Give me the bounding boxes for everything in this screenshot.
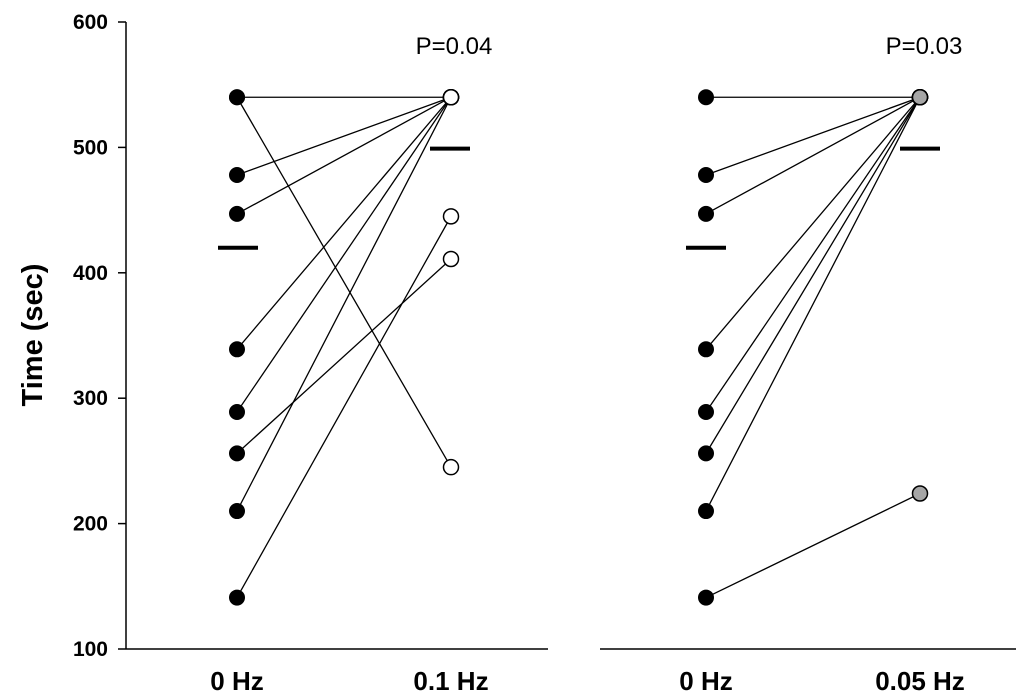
panel-2: 0 Hz 0.05 Hz P=0.03: [600, 33, 1016, 696]
connecting-line: [705, 96, 921, 413]
y-tick-label: 300: [73, 387, 108, 410]
point-before: [229, 205, 245, 222]
point-before: [229, 89, 245, 106]
p-value-annotation: P=0.03: [886, 33, 963, 60]
y-tick-label: 500: [73, 136, 108, 159]
point-before: [698, 205, 714, 222]
p-value-annotation: P=0.04: [416, 33, 493, 60]
x-category-label: 0.05 Hz: [875, 666, 965, 696]
y-tick-label: 400: [73, 262, 108, 285]
point-before: [229, 403, 245, 420]
connecting-line: [236, 96, 452, 512]
point-before: [229, 589, 245, 606]
x-category-label: 0 Hz: [210, 666, 263, 696]
point-before: [229, 166, 245, 183]
connecting-line: [705, 96, 921, 512]
point-after: [442, 208, 460, 225]
point-after: [442, 250, 460, 268]
point-before: [698, 403, 714, 420]
y-axis-title: Time (sec): [17, 264, 49, 407]
connecting-line: [705, 96, 921, 215]
point-before: [698, 503, 714, 520]
y-tick-label: 200: [73, 513, 108, 536]
connecting-line: [236, 96, 452, 468]
y-tick-label: 100: [73, 638, 108, 661]
point-before: [698, 445, 714, 462]
point-before: [698, 166, 714, 183]
connecting-line: [236, 96, 452, 176]
y-tick-label: 600: [73, 11, 108, 34]
point-before: [229, 341, 245, 358]
point-after: [442, 88, 460, 106]
connecting-line: [236, 216, 452, 598]
connecting-line: [236, 96, 452, 413]
connecting-line: [705, 492, 921, 599]
y-axis: Time (sec) 100 200 300 400 500 600: [17, 11, 127, 661]
point-before: [698, 341, 714, 358]
connecting-line: [236, 96, 452, 350]
x-category-label: 0 Hz: [679, 666, 732, 696]
point-after: [911, 485, 929, 502]
point-after: [911, 88, 929, 106]
panel-1: 0 Hz 0.1 Hz P=0.04: [126, 33, 548, 696]
panels: 0 Hz 0.1 Hz P=0.04 0 Hz 0.05 Hz P=0.03: [126, 33, 1016, 696]
point-before: [698, 589, 714, 606]
x-category-label: 0.1 Hz: [413, 666, 488, 696]
connecting-line: [236, 258, 452, 454]
point-before: [698, 89, 714, 106]
point-after: [442, 458, 460, 476]
point-before: [229, 445, 245, 462]
connecting-line: [705, 96, 921, 350]
point-before: [229, 503, 245, 520]
connecting-line: [705, 96, 921, 454]
connecting-line: [236, 96, 452, 215]
connecting-line: [705, 96, 921, 176]
